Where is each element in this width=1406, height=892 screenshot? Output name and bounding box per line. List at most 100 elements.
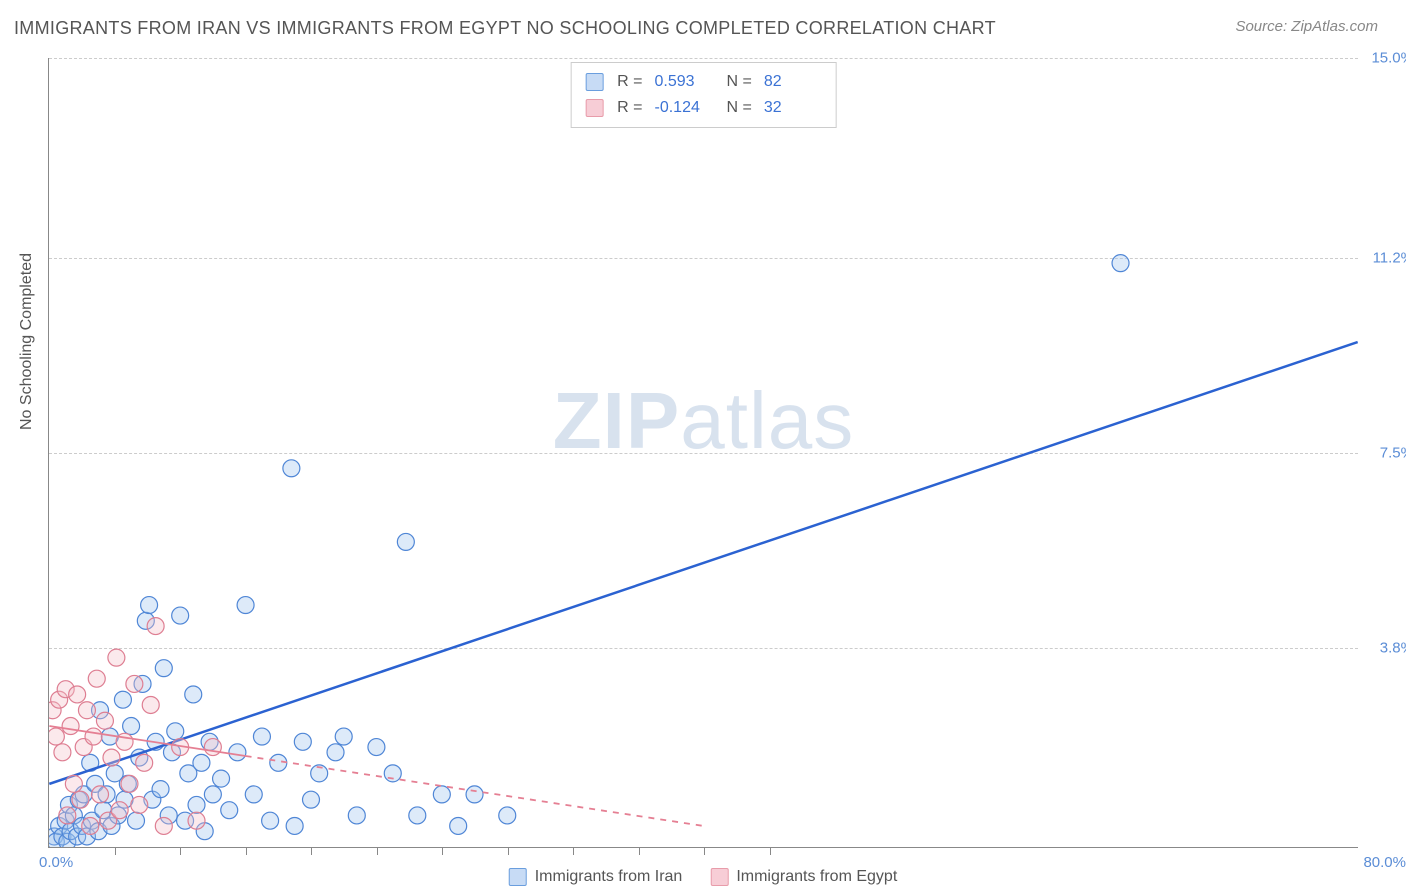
scatter-point bbox=[204, 739, 221, 756]
scatter-point bbox=[59, 807, 76, 824]
scatter-point bbox=[229, 744, 246, 761]
legend-label: Immigrants from Iran bbox=[535, 868, 683, 886]
scatter-point bbox=[78, 702, 95, 719]
scatter-point bbox=[82, 817, 99, 834]
scatter-point bbox=[262, 812, 279, 829]
legend-item: Immigrants from Egypt bbox=[710, 868, 897, 886]
scatter-point bbox=[221, 802, 238, 819]
correlation-legend: R = 0.593 N = 82R = -0.124 N = 32 bbox=[570, 62, 837, 128]
x-tick bbox=[377, 847, 378, 855]
scatter-point bbox=[245, 786, 262, 803]
scatter-point bbox=[185, 686, 202, 703]
scatter-point bbox=[62, 718, 79, 735]
scatter-point bbox=[69, 686, 86, 703]
legend-swatch bbox=[585, 99, 603, 117]
legend-swatch bbox=[710, 868, 728, 886]
legend-row: R =-0.124N =32 bbox=[585, 95, 822, 121]
legend-swatch bbox=[509, 868, 527, 886]
scatter-point bbox=[136, 754, 153, 771]
scatter-svg bbox=[49, 58, 1358, 847]
x-axis-max-label: 80.0% bbox=[1363, 854, 1406, 871]
scatter-point bbox=[335, 728, 352, 745]
y-tick-label: 7.5% bbox=[1380, 445, 1406, 462]
scatter-point bbox=[49, 728, 64, 745]
x-tick bbox=[180, 847, 181, 855]
scatter-point bbox=[188, 796, 205, 813]
scatter-point bbox=[108, 649, 125, 666]
scatter-point bbox=[142, 696, 159, 713]
r-value: -0.124 bbox=[655, 95, 713, 121]
x-tick bbox=[246, 847, 247, 855]
scatter-point bbox=[152, 781, 169, 798]
scatter-point bbox=[72, 791, 89, 808]
scatter-point bbox=[466, 786, 483, 803]
scatter-point bbox=[92, 786, 109, 803]
scatter-point bbox=[450, 817, 467, 834]
r-label: R = bbox=[617, 69, 642, 95]
y-tick-label: 3.8% bbox=[1380, 639, 1406, 656]
x-tick bbox=[770, 847, 771, 855]
scatter-point bbox=[283, 460, 300, 477]
x-tick bbox=[639, 847, 640, 855]
scatter-point bbox=[121, 775, 138, 792]
scatter-point bbox=[294, 733, 311, 750]
scatter-point bbox=[155, 817, 172, 834]
x-tick bbox=[573, 847, 574, 855]
scatter-point bbox=[167, 723, 184, 740]
scatter-point bbox=[499, 807, 516, 824]
scatter-point bbox=[237, 597, 254, 614]
scatter-point bbox=[147, 618, 164, 635]
n-value: 32 bbox=[764, 95, 822, 121]
scatter-point bbox=[123, 718, 140, 735]
r-label: R = bbox=[617, 95, 642, 121]
scatter-point bbox=[1112, 255, 1129, 272]
scatter-point bbox=[54, 744, 71, 761]
x-tick bbox=[311, 847, 312, 855]
scatter-point bbox=[270, 754, 287, 771]
chart-plot-area: ZIPatlas R =0.593N =82R =-0.124N =32 0.0… bbox=[48, 58, 1358, 848]
scatter-point bbox=[172, 607, 189, 624]
scatter-point bbox=[433, 786, 450, 803]
chart-title: IMMIGRANTS FROM IRAN VS IMMIGRANTS FROM … bbox=[14, 18, 996, 39]
scatter-point bbox=[88, 670, 105, 687]
scatter-point bbox=[126, 675, 143, 692]
scatter-point bbox=[155, 660, 172, 677]
x-axis-origin-label: 0.0% bbox=[39, 854, 73, 871]
y-tick-label: 11.2% bbox=[1373, 250, 1406, 267]
legend-row: R = 0.593 N = 82 bbox=[585, 69, 822, 95]
n-value: 82 bbox=[764, 69, 822, 95]
scatter-point bbox=[111, 802, 128, 819]
scatter-point bbox=[103, 749, 120, 766]
legend-swatch bbox=[585, 73, 603, 91]
series-legend: Immigrants from Iran Immigrants from Egyp… bbox=[509, 868, 898, 886]
scatter-point bbox=[368, 739, 385, 756]
source-label: Source: ZipAtlas.com bbox=[1235, 18, 1378, 35]
scatter-point bbox=[204, 786, 221, 803]
scatter-point bbox=[303, 791, 320, 808]
scatter-point bbox=[114, 691, 131, 708]
scatter-point bbox=[397, 533, 414, 550]
scatter-point bbox=[188, 812, 205, 829]
scatter-point bbox=[193, 754, 210, 771]
trend-line bbox=[49, 342, 1357, 784]
scatter-point bbox=[131, 796, 148, 813]
scatter-point bbox=[409, 807, 426, 824]
y-tick-label: 15.0% bbox=[1371, 50, 1406, 67]
scatter-point bbox=[65, 775, 82, 792]
n-label: N = bbox=[727, 69, 752, 95]
x-tick bbox=[115, 847, 116, 855]
r-value: 0.593 bbox=[655, 69, 713, 95]
x-tick bbox=[442, 847, 443, 855]
x-tick bbox=[508, 847, 509, 855]
scatter-point bbox=[141, 597, 158, 614]
scatter-point bbox=[96, 712, 113, 729]
scatter-point bbox=[327, 744, 344, 761]
scatter-point bbox=[128, 812, 145, 829]
legend-item: Immigrants from Iran bbox=[509, 868, 683, 886]
legend-label: Immigrants from Egypt bbox=[736, 868, 897, 886]
scatter-point bbox=[286, 817, 303, 834]
scatter-point bbox=[253, 728, 270, 745]
x-tick bbox=[704, 847, 705, 855]
scatter-point bbox=[348, 807, 365, 824]
y-axis-title: No Schooling Completed bbox=[18, 253, 36, 430]
